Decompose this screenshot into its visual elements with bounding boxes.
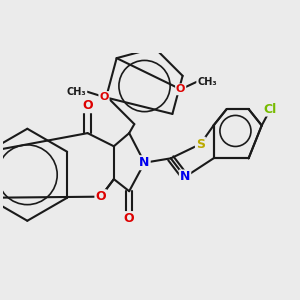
Text: Cl: Cl	[264, 103, 277, 116]
Text: O: O	[95, 190, 106, 203]
Text: O: O	[82, 99, 93, 112]
Text: O: O	[99, 92, 109, 102]
Text: N: N	[139, 156, 150, 169]
Text: O: O	[124, 212, 134, 225]
Text: CH₃: CH₃	[67, 86, 86, 97]
Text: S: S	[196, 138, 205, 151]
Text: O: O	[176, 84, 185, 94]
Text: N: N	[180, 170, 190, 183]
Text: CH₃: CH₃	[197, 76, 217, 87]
